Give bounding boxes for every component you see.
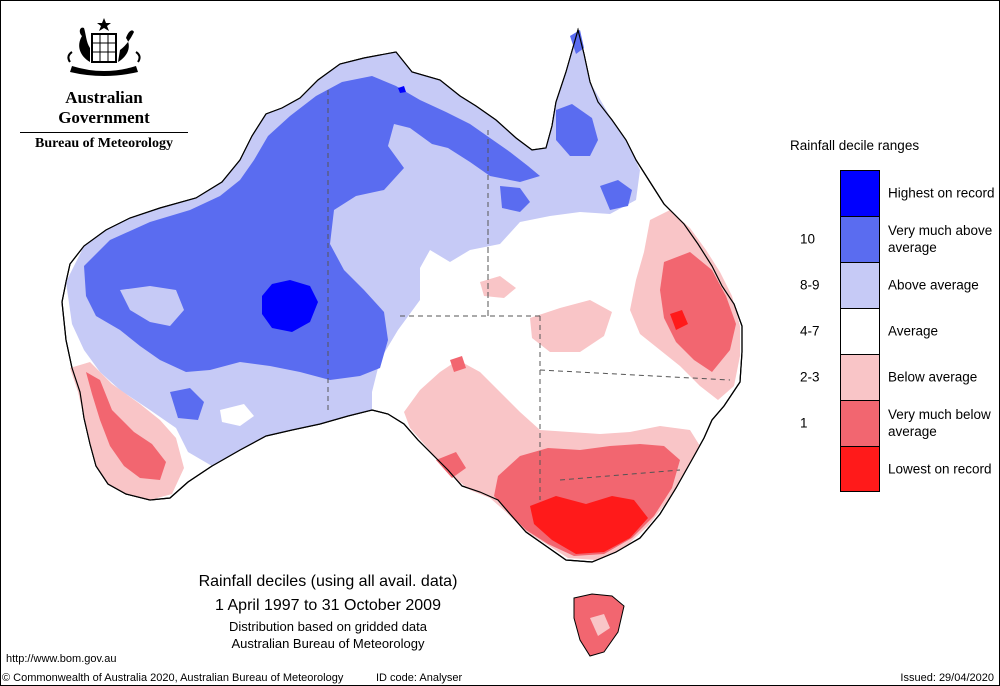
legend-swatch bbox=[840, 400, 880, 446]
legend-label: Very much above average bbox=[888, 223, 993, 255]
legend-swatch bbox=[840, 216, 880, 262]
legend-swatch bbox=[840, 170, 880, 216]
legend-item-average: 4-7 Average bbox=[790, 308, 1000, 354]
highest-on-record-spot bbox=[398, 86, 406, 93]
copyright-text: © Commonwealth of Australia 2020, Austra… bbox=[2, 672, 344, 684]
highest-on-record-region bbox=[262, 280, 318, 332]
legend-item-very-much-above: 10 Very much above average bbox=[790, 216, 1000, 262]
map-captions: Rainfall deciles (using all avail. data)… bbox=[170, 570, 486, 652]
legend-label: Very much below average bbox=[888, 407, 991, 439]
below-average-patch bbox=[480, 276, 516, 298]
map-title: Rainfall deciles (using all avail. data) bbox=[198, 573, 458, 590]
legend-item-above: 8-9 Above average bbox=[790, 262, 1000, 308]
legend-item-below: 2-3 Below average bbox=[790, 354, 1000, 400]
legend-label: Average bbox=[888, 323, 939, 339]
legend-range: 10 bbox=[800, 231, 816, 247]
very-much-above-cape-york bbox=[556, 104, 598, 156]
average-patch-sa bbox=[220, 404, 254, 426]
very-much-above-tip bbox=[570, 30, 584, 54]
very-much-above-qld bbox=[600, 180, 632, 210]
mainland-coastline bbox=[61, 27, 743, 563]
legend-swatch bbox=[840, 446, 880, 492]
state-boundaries bbox=[327, 90, 731, 500]
very-much-below-sa bbox=[436, 452, 466, 478]
website-link[interactable]: http://www.bom.gov.au bbox=[6, 653, 117, 665]
very-much-below-sw bbox=[86, 372, 166, 480]
legend-item-highest: Highest on record bbox=[790, 170, 1000, 216]
tasmania-below-average bbox=[590, 614, 610, 636]
lowest-on-record-qld bbox=[670, 310, 688, 330]
legend-label: Below average bbox=[888, 369, 978, 385]
lowest-on-record-se bbox=[530, 496, 648, 554]
very-much-below-qld bbox=[660, 252, 736, 372]
map-note: Distribution based on gridded data bbox=[228, 619, 428, 634]
legend-range: 1 bbox=[800, 415, 808, 431]
coat-of-arms-icon bbox=[67, 18, 141, 76]
logo-divider bbox=[20, 132, 188, 133]
government-name: Australian Government bbox=[58, 88, 150, 127]
map-period: 1 April 1997 to 31 October 2009 bbox=[215, 597, 441, 614]
id-code-text: ID code: Analyser bbox=[376, 672, 463, 684]
government-logo: Australian Government Bureau of Meteorol… bbox=[18, 16, 190, 152]
legend-swatch bbox=[840, 354, 880, 400]
very-much-above-gulf bbox=[500, 186, 530, 212]
very-much-above-region bbox=[84, 76, 540, 380]
legend-swatch bbox=[840, 262, 880, 308]
legend-label: Above average bbox=[888, 277, 979, 293]
legend-range: 2-3 bbox=[800, 369, 820, 385]
legend-range: 4-7 bbox=[800, 323, 820, 339]
legend-label: Highest on record bbox=[888, 185, 995, 201]
very-much-above-south bbox=[170, 388, 204, 420]
legend-label: Lowest on record bbox=[888, 461, 992, 477]
bureau-name: Bureau of Meteorology bbox=[35, 136, 173, 151]
very-much-below-spot bbox=[450, 356, 466, 372]
legend-swatch bbox=[840, 308, 880, 354]
legend-item-very-much-below: 1 Very much below average bbox=[790, 400, 1000, 446]
map-source: Australian Bureau of Meteorology bbox=[231, 636, 425, 651]
legend-range: 8-9 bbox=[800, 277, 820, 293]
issued-date: Issued: 29/04/2020 bbox=[900, 672, 994, 684]
average-patch-wa bbox=[120, 286, 184, 326]
legend-title: Rainfall decile ranges bbox=[790, 138, 920, 153]
below-average-centre bbox=[530, 300, 612, 352]
legend-item-lowest: Lowest on record bbox=[790, 446, 1000, 492]
